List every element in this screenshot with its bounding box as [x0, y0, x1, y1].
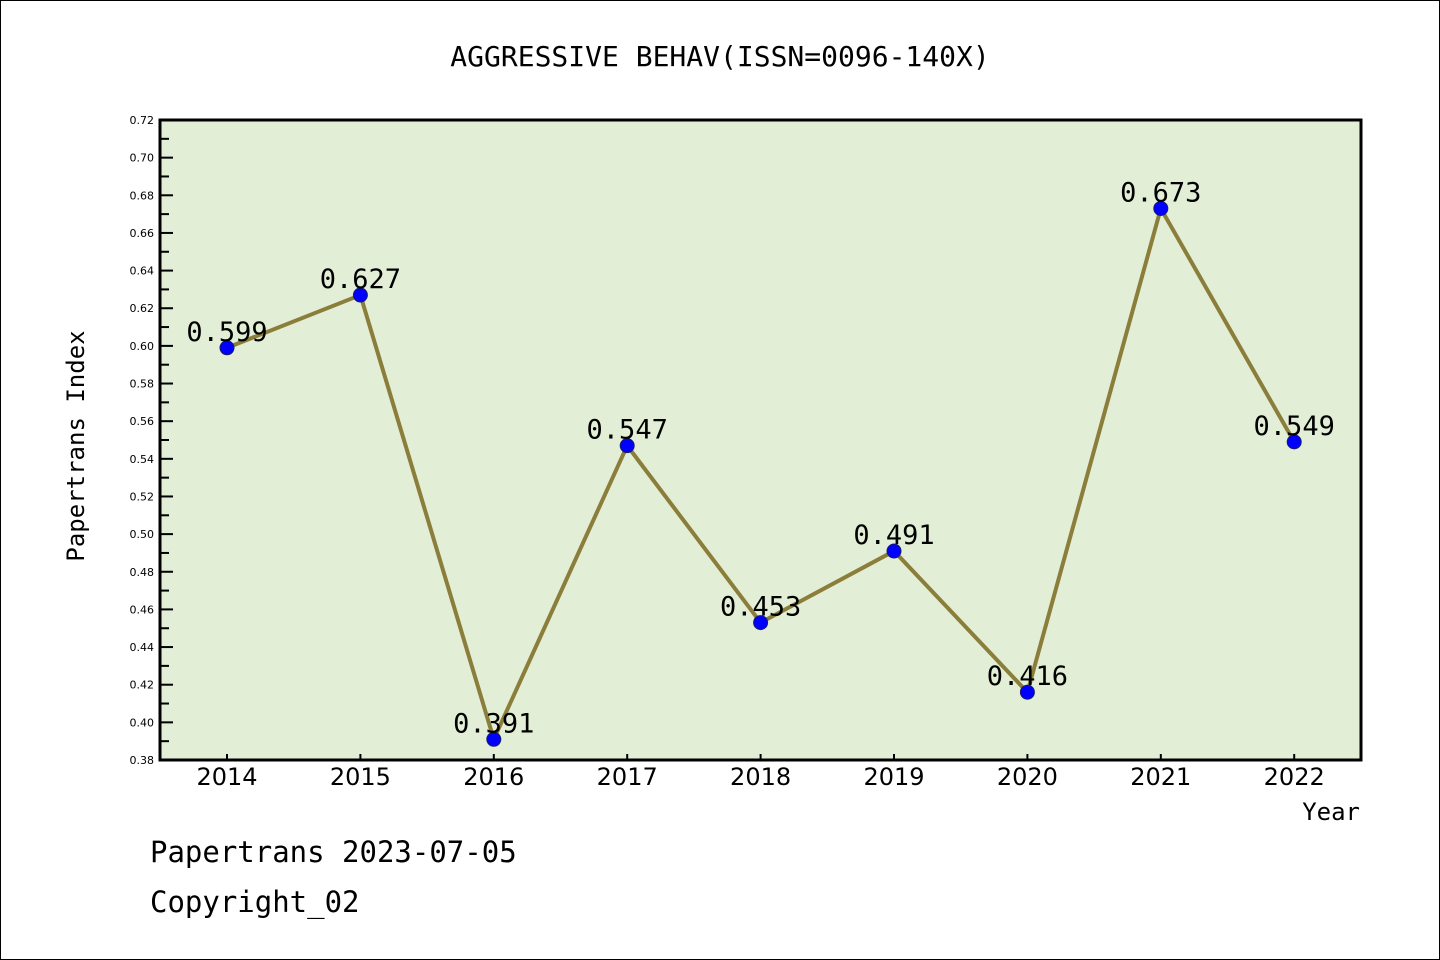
y-tick-label: 0.62: [130, 302, 155, 315]
data-label: 0.549: [1254, 411, 1335, 442]
y-tick-label: 0.56: [130, 415, 155, 428]
data-label: 0.599: [186, 317, 267, 348]
data-label: 0.627: [320, 264, 401, 295]
x-tick-label: 2015: [330, 763, 391, 791]
data-label: 0.391: [453, 708, 534, 739]
data-point: [486, 731, 502, 747]
data-point: [1286, 434, 1302, 450]
y-tick-label: 0.46: [130, 603, 155, 616]
x-tick-label: 2022: [1264, 763, 1325, 791]
y-tick-label: 0.40: [130, 716, 155, 729]
data-point: [753, 615, 769, 631]
x-tick-label: 2017: [597, 763, 658, 791]
footer-date: Papertrans 2023-07-05: [150, 835, 517, 869]
data-label: 0.491: [853, 520, 934, 551]
x-tick-label: 2020: [997, 763, 1058, 791]
y-tick-label: 0.70: [130, 152, 155, 165]
x-tick-label: 2019: [863, 763, 924, 791]
y-tick-label: 0.72: [130, 114, 155, 127]
y-tick-label: 0.54: [130, 453, 155, 466]
y-tick-label: 0.52: [130, 490, 155, 503]
y-tick-label: 0.44: [130, 641, 155, 654]
footer-copyright: Copyright_02: [150, 885, 360, 919]
y-axis-label: Papertrans Index: [62, 330, 90, 561]
data-point: [1019, 684, 1035, 700]
y-tick-label: 0.50: [130, 528, 155, 541]
x-tick-label: 2021: [1130, 763, 1191, 791]
y-tick-label: 0.68: [130, 189, 155, 202]
data-label: 0.453: [720, 592, 801, 623]
chart-title: AGGRESSIVE BEHAV(ISSN=0096-140X): [450, 40, 989, 73]
data-label: 0.416: [987, 661, 1068, 692]
y-tick-label: 0.60: [130, 340, 155, 353]
x-tick-label: 2018: [730, 763, 791, 791]
data-point: [1153, 200, 1169, 216]
y-tick-label: 0.42: [130, 679, 155, 692]
x-axis-label: Year: [1302, 798, 1360, 826]
y-tick-label: 0.66: [130, 227, 155, 240]
y-tick-label: 0.64: [130, 265, 155, 278]
data-point: [219, 340, 235, 356]
data-label: 0.673: [1120, 177, 1201, 208]
x-tick-label: 2016: [463, 763, 524, 791]
data-label: 0.547: [587, 415, 668, 446]
data-point: [352, 287, 368, 303]
y-tick-label: 0.58: [130, 378, 155, 391]
y-tick-label: 0.48: [130, 566, 155, 579]
plot-border: [158, 118, 1363, 762]
data-point: [619, 438, 635, 454]
x-tick-label: 2014: [196, 763, 257, 791]
plot-area: [160, 120, 1361, 760]
data-point: [886, 543, 902, 559]
y-tick-label: 0.38: [130, 754, 155, 767]
